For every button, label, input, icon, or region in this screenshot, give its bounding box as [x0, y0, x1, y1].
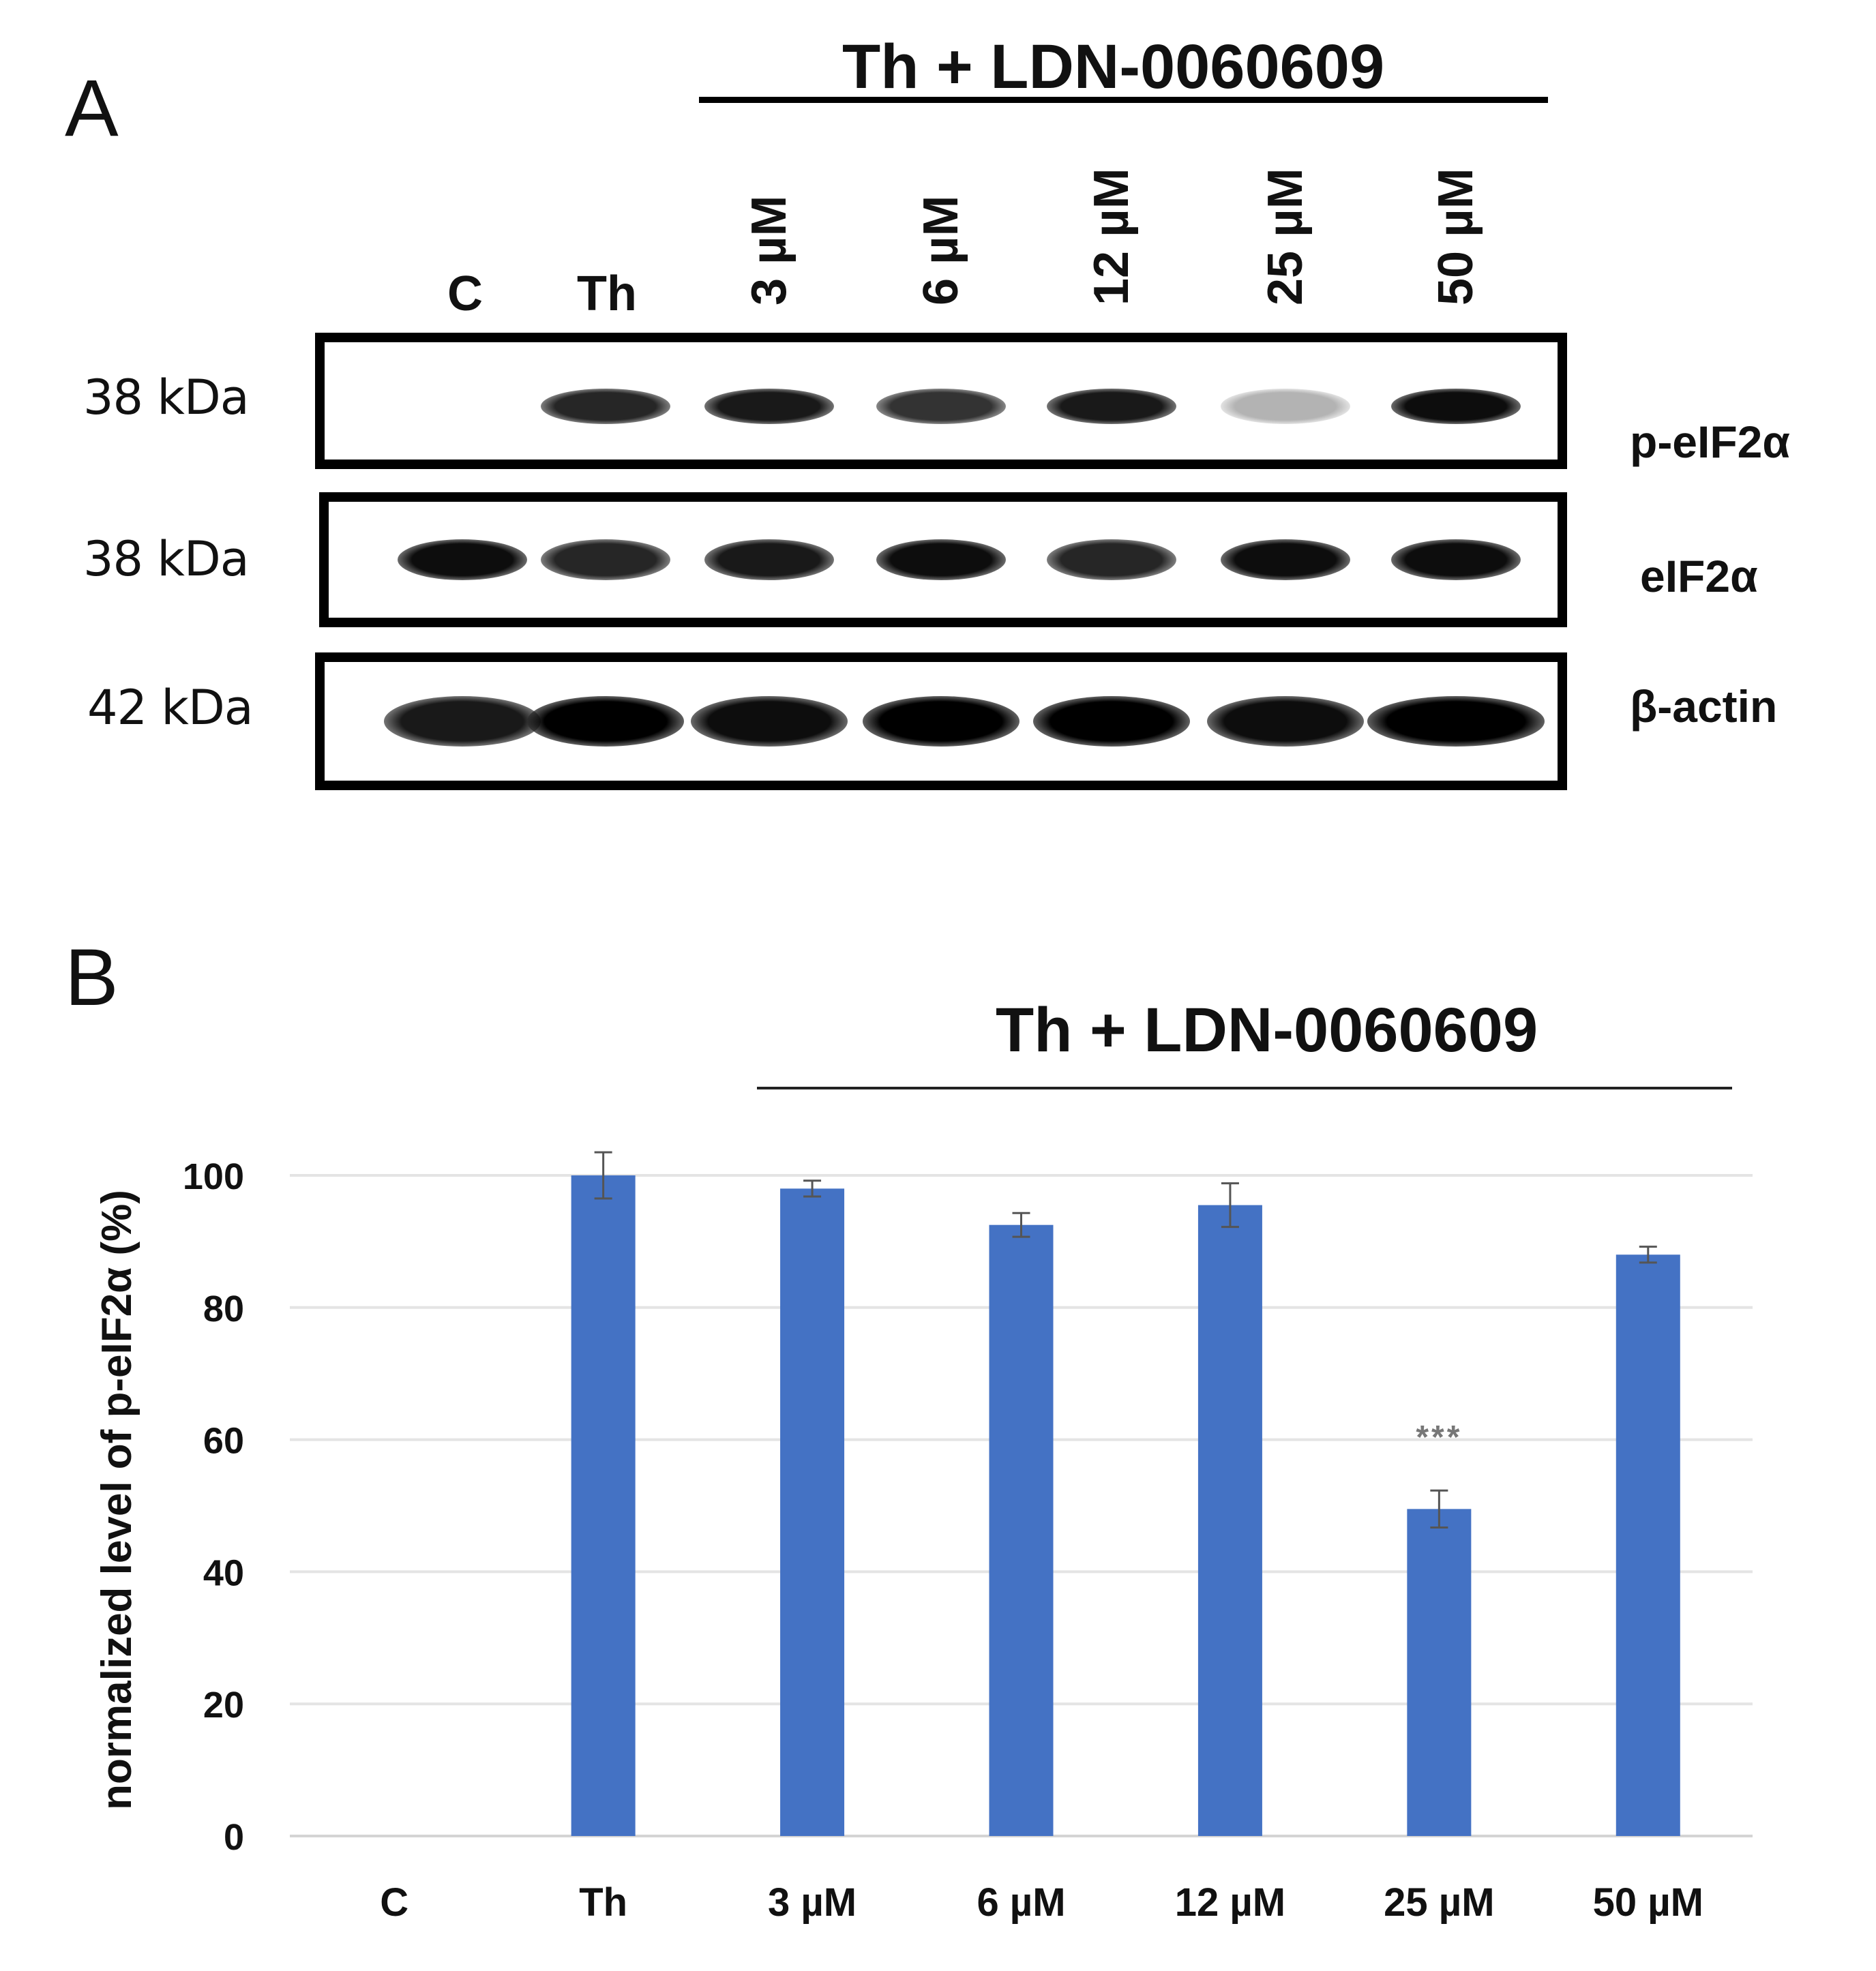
blot-band [876, 539, 1006, 580]
error-bars [594, 1151, 1657, 1529]
blot-band [1047, 539, 1176, 580]
molecular-weight-label: 38 kDa [83, 531, 250, 587]
blot-band [527, 696, 684, 747]
bar [1616, 1254, 1680, 1836]
y-tick-label: 20 [203, 1685, 244, 1726]
blot-band [541, 389, 670, 424]
bar [571, 1175, 636, 1836]
bar [1197, 1205, 1262, 1836]
blot-band [398, 539, 527, 580]
x-tick-label: 50 µM [1593, 1880, 1703, 1925]
blot-band [1391, 389, 1521, 424]
blot-band [1221, 389, 1350, 424]
significance-marker: *** [1416, 1419, 1462, 1456]
y-axis-label: normalized level of p-eIF2α (%) [93, 1190, 140, 1810]
panel-b-label: B [65, 933, 119, 1023]
x-tick-label: Th [579, 1880, 627, 1925]
x-tick-labels: C Th 3 µM 6 µM 12 µM 25 µM 50 µM [380, 1880, 1703, 1925]
y-tick-label: 80 [203, 1289, 244, 1329]
y-tick-labels: 0 20 40 60 80 100 [183, 1156, 244, 1858]
blot-band [1367, 696, 1545, 747]
blot-band [384, 696, 541, 747]
panel-a-label: A [65, 63, 119, 153]
x-tick-label: 25 µM [1384, 1880, 1494, 1925]
y-tick-label: 0 [224, 1817, 244, 1858]
annotations: *** [1416, 1419, 1462, 1456]
blot-membrane [315, 333, 1567, 469]
blot-band [863, 696, 1019, 747]
blot-band [704, 539, 834, 580]
y-tick-label: 40 [203, 1552, 244, 1593]
blot-band [541, 539, 670, 580]
y-tick-label: 100 [183, 1156, 244, 1197]
bars [571, 1175, 1680, 1836]
blot-band [1047, 389, 1176, 424]
protein-label: β-actin [1630, 681, 1778, 732]
panel-b-group-title: Th + LDN-0060609 [996, 995, 1538, 1065]
y-tick-label: 60 [203, 1421, 244, 1462]
x-tick-label: 12 µM [1175, 1880, 1285, 1925]
protein-label: p-eIF2α [1630, 417, 1790, 467]
panel-b-group-line [757, 1087, 1732, 1089]
bar [1407, 1509, 1472, 1836]
blot-band [691, 696, 848, 747]
x-tick-label: 3 µM [768, 1880, 857, 1925]
blot-membrane [319, 492, 1567, 627]
x-tick-label: 6 µM [977, 1880, 1065, 1925]
lane-label: C [447, 267, 483, 321]
molecular-weight-label: 42 kDa [87, 680, 254, 736]
panel-a-group-title: Th + LDN-0060609 [842, 32, 1385, 102]
panel-a-group-line [699, 97, 1548, 103]
blot-band [1033, 696, 1190, 747]
x-tick-label: C [380, 1880, 408, 1925]
protein-label: eIF2α [1640, 551, 1758, 601]
blot-band [704, 389, 834, 424]
blot-band [1391, 539, 1521, 580]
blot-band [1221, 539, 1350, 580]
molecular-weight-label: 38 kDa [83, 370, 250, 425]
blot-membrane [315, 652, 1567, 790]
bar [989, 1224, 1054, 1836]
lane-label: Th [577, 267, 637, 321]
blot-band [876, 389, 1006, 424]
bar [780, 1188, 845, 1836]
blot-band [1207, 696, 1364, 747]
